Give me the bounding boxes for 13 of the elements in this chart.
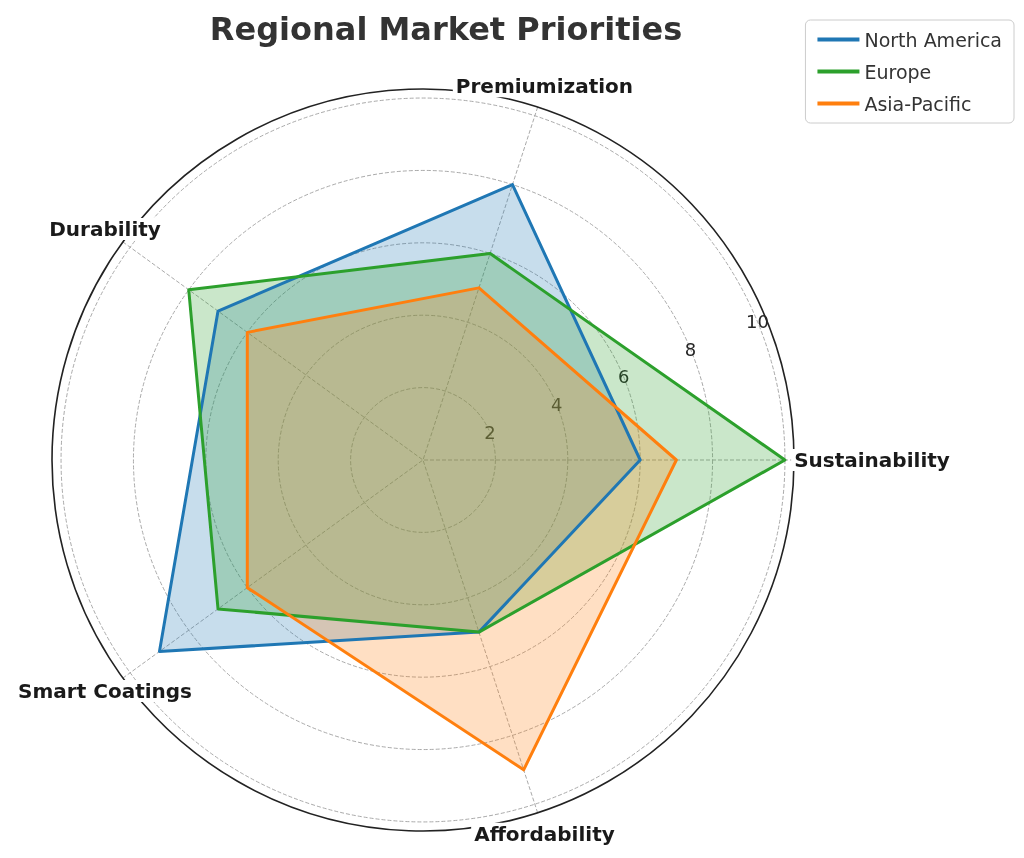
- y-tick-label: 2: [484, 421, 496, 443]
- y-tick-label: 8: [684, 338, 697, 360]
- y-tick-label: 6: [617, 366, 630, 388]
- spoke-label: Sustainability: [794, 448, 950, 472]
- spoke-label: Premiumization: [455, 74, 634, 99]
- legend-label: Europe: [864, 60, 932, 83]
- legend-label: Asia-Pacific: [864, 92, 972, 115]
- y-tick-label: 4: [551, 394, 563, 416]
- spoke-label: Smart Coatings: [18, 679, 193, 703]
- spoke-label: Durability: [49, 217, 161, 241]
- chart-title: Regional Market Priorities: [209, 10, 683, 48]
- spoke-label: Affordability: [474, 821, 615, 846]
- legend-label: North America: [864, 28, 1003, 51]
